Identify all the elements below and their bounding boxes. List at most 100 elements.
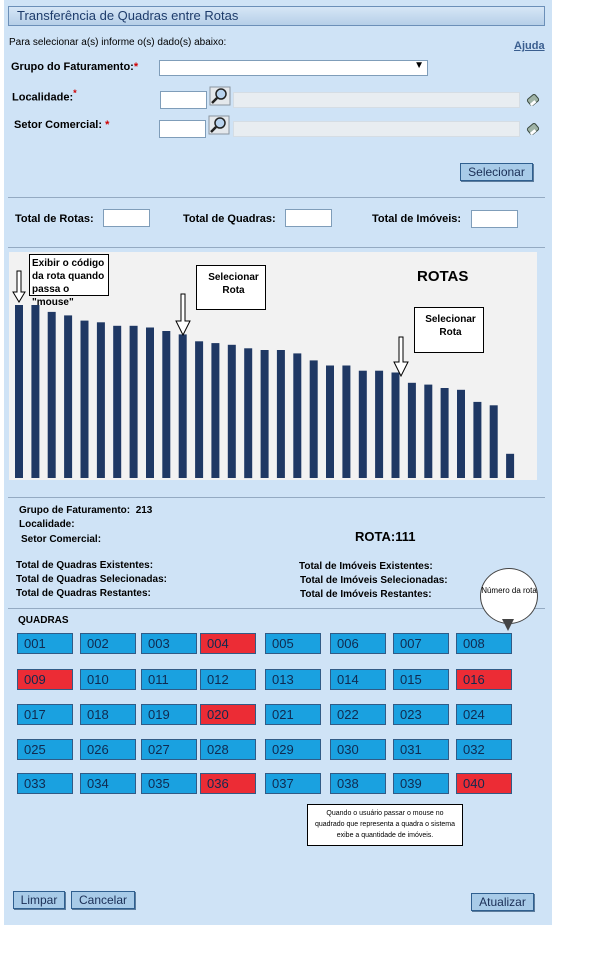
divider [8,247,545,248]
quadra-square[interactable]: 021 [265,704,321,725]
rota-bar[interactable] [47,311,56,478]
localidade-label: Localidade:* [12,88,77,104]
quadra-square[interactable]: 005 [265,633,321,654]
setor-comercial-input[interactable] [159,120,206,138]
quadra-square[interactable]: 035 [141,773,197,794]
quadra-square[interactable]: 006 [330,633,386,654]
quadra-square[interactable]: 032 [456,739,512,760]
search-icon[interactable] [208,115,230,135]
rota-bar[interactable] [31,305,40,478]
quadra-square[interactable]: 040 [456,773,512,794]
quadra-square[interactable]: 019 [141,704,197,725]
rota-info-value: 111 [395,529,416,544]
rota-bar[interactable] [129,325,138,478]
rota-bar[interactable] [195,341,204,478]
rota-bar[interactable] [244,348,253,479]
quadras-title: QUADRAS [18,615,69,626]
cancelar-button[interactable]: Cancelar [71,891,135,909]
rota-bar[interactable] [113,325,122,478]
rota-bar[interactable] [64,315,73,478]
rota-bar[interactable] [227,344,236,478]
quadra-square[interactable]: 022 [330,704,386,725]
grupo-faturamento-select[interactable]: ▼ [159,60,428,76]
rota-bar[interactable] [211,343,220,478]
down-arrow-icon [175,293,191,337]
quadra-square[interactable]: 009 [17,669,73,690]
rota-bar[interactable] [407,382,416,478]
quadra-square[interactable]: 003 [141,633,197,654]
imoveis-existentes-label: Total de Imóveis Existentes: [299,561,433,572]
rota-bar[interactable] [146,327,154,479]
quadra-square[interactable]: 013 [265,669,321,690]
quadra-square[interactable]: 014 [330,669,386,690]
rota-bar[interactable] [473,401,482,478]
rota-bar[interactable] [326,365,334,479]
rota-bar[interactable] [440,388,449,478]
quadra-square[interactable]: 012 [200,669,256,690]
quadra-square[interactable]: 028 [200,739,256,760]
help-link[interactable]: Ajuda [514,40,545,52]
quadra-square[interactable]: 037 [265,773,321,794]
quadra-square[interactable]: 029 [265,739,321,760]
quadra-square[interactable]: 018 [80,704,136,725]
intro-text: Para selecionar a(s) informe o(s) dado(s… [9,37,227,48]
quadra-square[interactable]: 023 [393,704,449,725]
limpar-button[interactable]: Limpar [13,891,65,909]
rota-bar[interactable] [15,305,23,478]
rota-bar[interactable] [375,370,384,478]
selecionar-button[interactable]: Selecionar [460,163,533,181]
quadra-square[interactable]: 039 [393,773,449,794]
quadra-square[interactable]: 031 [393,739,449,760]
quadra-square[interactable]: 026 [80,739,136,760]
quadra-square[interactable]: 011 [141,669,197,690]
rota-bar[interactable] [342,365,351,479]
divider [8,608,545,609]
quadra-square[interactable]: 008 [456,633,512,654]
rota-bar[interactable] [162,331,171,478]
window-titlebar: Transferência de Quadras entre Rotas [8,6,545,26]
rotas-chart [15,305,515,479]
quadra-square[interactable]: 030 [330,739,386,760]
quadra-square[interactable]: 027 [141,739,197,760]
quadra-square[interactable]: 024 [456,704,512,725]
eraser-icon[interactable] [525,121,541,137]
quadra-square[interactable]: 004 [200,633,256,654]
quadra-square[interactable]: 034 [80,773,136,794]
quadra-square[interactable]: 010 [80,669,136,690]
rota-bar[interactable] [293,353,302,478]
select-route-note: Selecionar Rota [414,307,484,353]
quadra-square[interactable]: 015 [393,669,449,690]
rota-bar[interactable] [96,322,105,478]
total-imoveis-label: Total de Imóveis: [372,213,462,225]
rota-bar[interactable] [309,360,318,478]
quadra-square[interactable]: 025 [17,739,73,760]
localidade-input[interactable] [160,91,207,109]
rota-bar[interactable] [489,405,498,478]
search-icon[interactable] [209,86,231,106]
quadra-square[interactable]: 002 [80,633,136,654]
quadra-square[interactable]: 001 [17,633,73,654]
quadra-square[interactable]: 036 [200,773,256,794]
localidade-info-label: Localidade: [19,519,75,530]
rota-bar[interactable] [260,350,269,478]
quadra-square[interactable]: 020 [200,704,256,725]
quadra-square[interactable]: 033 [17,773,73,794]
quadra-square[interactable]: 017 [17,704,73,725]
rota-bar[interactable] [80,320,89,478]
rota-bar[interactable] [391,372,400,479]
rota-bar[interactable] [457,389,465,478]
bubble-tail [502,619,514,631]
quadra-square[interactable]: 007 [393,633,449,654]
window-title: Transferência de Quadras entre Rotas [17,8,239,23]
eraser-icon[interactable] [525,92,541,108]
rota-bar[interactable] [276,350,285,478]
quadra-square[interactable]: 038 [330,773,386,794]
rota-bar[interactable] [358,370,367,478]
rota-bar[interactable] [424,384,433,478]
chart-title: ROTAS [417,268,469,285]
quadra-square[interactable]: 016 [456,669,512,690]
rota-bar[interactable] [178,334,187,478]
rota-bar[interactable] [506,453,515,478]
atualizar-button[interactable]: Atualizar [471,893,534,911]
